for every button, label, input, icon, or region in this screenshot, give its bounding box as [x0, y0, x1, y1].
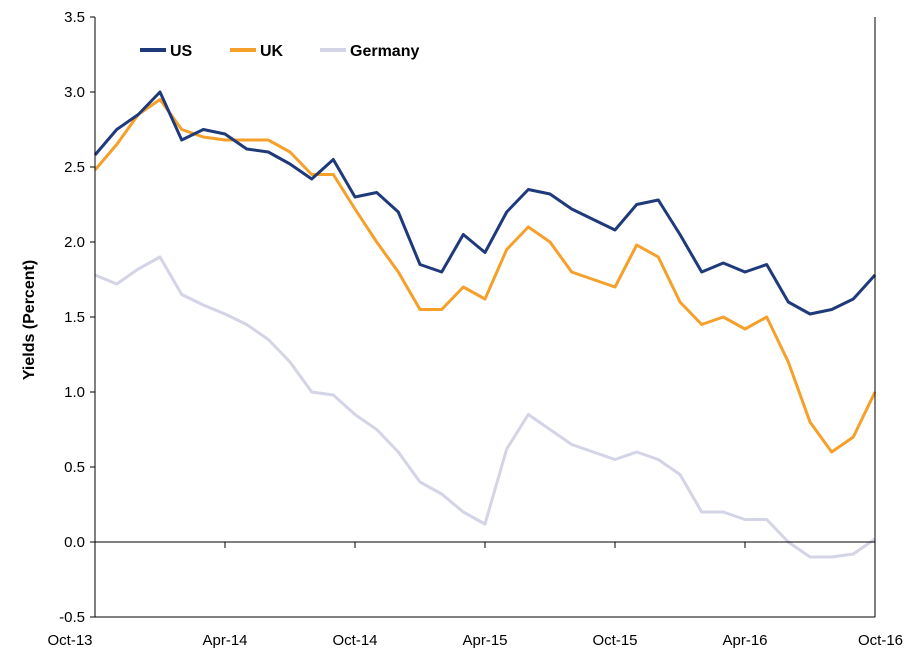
y-axis-title: Yields (Percent): [21, 260, 38, 380]
x-tick-label: Oct-14: [332, 632, 377, 649]
legend-label-germany: Germany: [350, 43, 419, 60]
series-lines: [93, 90, 877, 559]
y-tick-label: 2.5: [64, 159, 85, 176]
legend-label-uk: UK: [260, 43, 284, 60]
y-tick-label: 2.0: [64, 234, 85, 251]
x-axis-ticks: Oct-13 Apr-14 Oct-14 Apr-15 Oct-15 Apr-16 Oct-…: [47, 542, 903, 649]
y-tick-label: -0.5: [59, 609, 85, 626]
y-tick-label: 1.0: [64, 384, 85, 401]
x-tick-label: Apr-16: [722, 632, 767, 649]
legend-label-us: US: [170, 43, 193, 60]
x-tick-label: Apr-15: [462, 632, 507, 649]
x-tick-label: Oct-16: [858, 632, 903, 649]
y-tick-label: 1.5: [64, 309, 85, 326]
x-tick-label: Oct-15: [592, 632, 637, 649]
legend: US UK Germany: [140, 43, 419, 60]
y-axis-title-group: Yields (Percent): [21, 260, 38, 380]
series-line-us: [93, 90, 877, 316]
y-tick-label: 0.5: [64, 459, 85, 476]
y-tick-label: 0.0: [64, 534, 85, 551]
y-tick-label: 3.5: [64, 9, 85, 26]
x-tick-label: Apr-14: [202, 632, 247, 649]
y-axis-ticks: -0.5 0.0 0.5 1.0 1.5 2.0 2.5 3.0 3.5: [59, 9, 95, 626]
y-tick-label: 3.0: [64, 84, 85, 101]
series-line-uk: [93, 98, 877, 454]
x-tick-label: Oct-13: [47, 632, 92, 649]
series-line-germany: [94, 255, 876, 559]
